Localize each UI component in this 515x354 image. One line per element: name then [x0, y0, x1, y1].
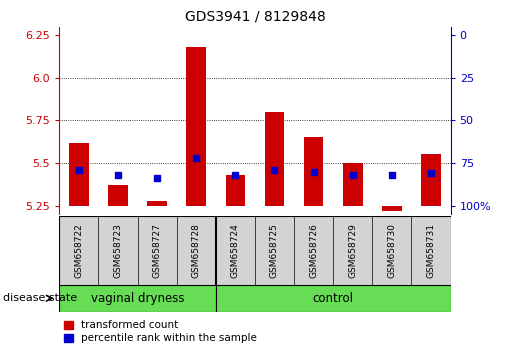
- Text: GSM658724: GSM658724: [231, 223, 240, 278]
- Text: GSM658731: GSM658731: [426, 223, 436, 278]
- Title: GDS3941 / 8129848: GDS3941 / 8129848: [184, 10, 325, 24]
- Bar: [421, 154, 441, 206]
- Bar: [265, 112, 284, 206]
- Bar: [186, 47, 206, 206]
- Text: disease state: disease state: [3, 293, 77, 303]
- Text: GSM658729: GSM658729: [348, 223, 357, 278]
- Text: GSM658722: GSM658722: [74, 223, 83, 278]
- Bar: [343, 163, 363, 206]
- Text: GSM658728: GSM658728: [192, 223, 201, 278]
- Bar: [382, 206, 402, 211]
- Bar: [226, 175, 245, 206]
- Text: vaginal dryness: vaginal dryness: [91, 292, 184, 305]
- Text: GSM658730: GSM658730: [387, 223, 397, 278]
- Text: control: control: [313, 292, 354, 305]
- Bar: [147, 200, 167, 206]
- Text: GSM658723: GSM658723: [113, 223, 123, 278]
- Bar: [216, 285, 451, 312]
- Bar: [304, 137, 323, 206]
- Text: GSM658726: GSM658726: [309, 223, 318, 278]
- Bar: [108, 185, 128, 206]
- Text: GSM658725: GSM658725: [270, 223, 279, 278]
- Bar: [59, 285, 216, 312]
- Bar: [69, 143, 89, 206]
- Text: GSM658727: GSM658727: [152, 223, 162, 278]
- Legend: transformed count, percentile rank within the sample: transformed count, percentile rank withi…: [64, 320, 257, 343]
